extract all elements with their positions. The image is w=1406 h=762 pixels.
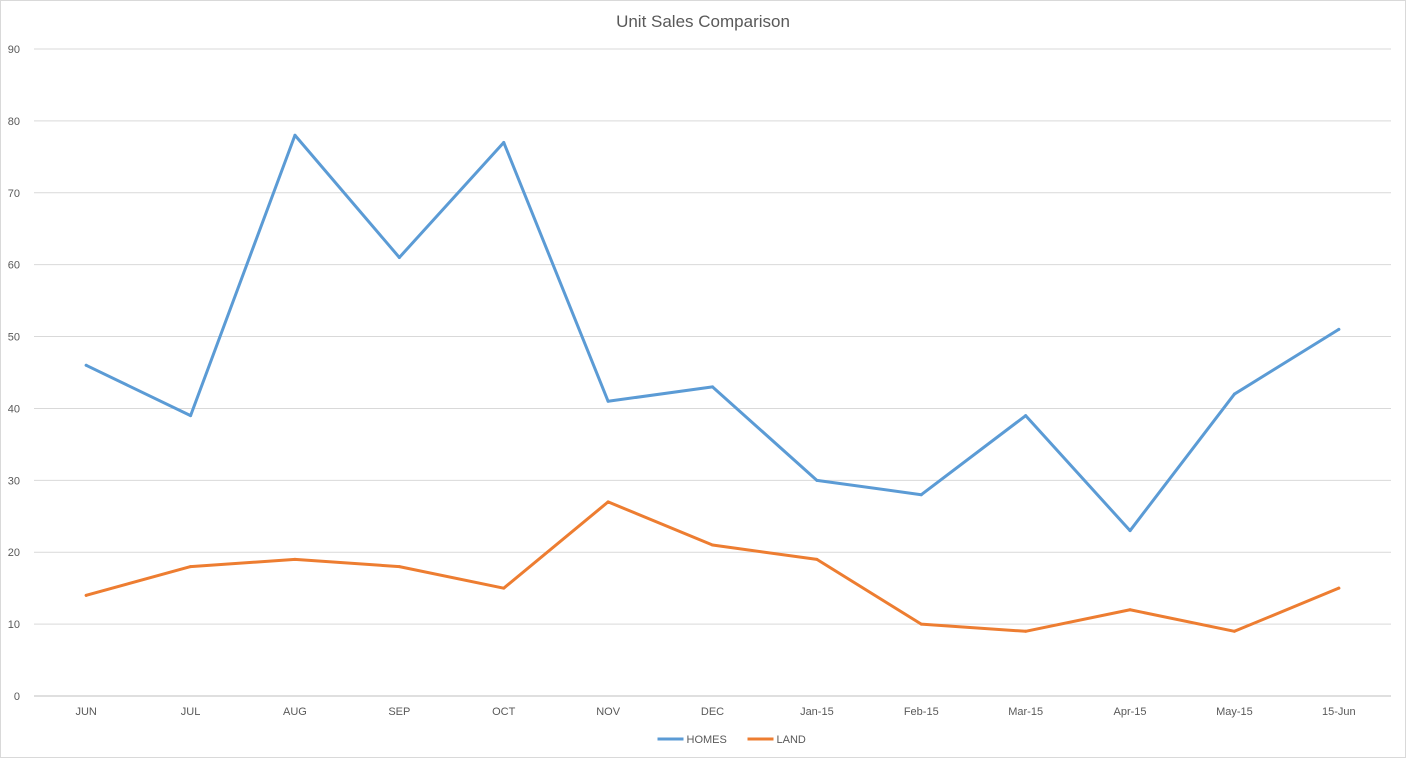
legend[interactable]: HOMES LAND — [657, 734, 806, 746]
x-tick-label: Jan-15 — [800, 706, 834, 718]
x-tick-label: JUL — [181, 706, 201, 718]
x-axis-ticks: JUN JUL AUG SEP OCT NOV DEC Jan-15 Feb-15 Mar-15 A… — [75, 706, 1355, 718]
x-tick-label: Feb-15 — [904, 706, 939, 718]
y-tick-label: 80 — [8, 116, 20, 128]
data-point-homes — [189, 414, 193, 418]
series-line-homes — [84, 133, 1341, 533]
x-tick-label: NOV — [596, 706, 621, 718]
y-tick-label: 60 — [8, 260, 20, 272]
legend-item-land[interactable]: LAND — [747, 734, 806, 746]
data-point-land — [293, 557, 297, 561]
data-point-land — [1024, 629, 1028, 633]
data-point-land — [1337, 586, 1341, 590]
series-lines — [84, 133, 1341, 633]
data-point-homes — [815, 478, 819, 482]
data-point-homes — [919, 493, 923, 497]
x-tick-label: 15-Jun — [1322, 706, 1356, 718]
data-point-land — [1128, 608, 1132, 612]
x-tick-label: Apr-15 — [1114, 706, 1147, 718]
data-point-land — [606, 500, 610, 504]
data-point-homes — [606, 399, 610, 403]
data-point-land — [502, 586, 506, 590]
y-tick-label: 30 — [8, 475, 20, 487]
gridlines — [34, 48, 1391, 697]
data-point-land — [711, 543, 714, 547]
data-point-homes — [397, 255, 401, 259]
data-point-homes — [84, 363, 88, 367]
x-tick-label: May-15 — [1216, 706, 1253, 718]
data-point-land — [1232, 629, 1236, 633]
x-tick-label: Mar-15 — [1008, 706, 1043, 718]
data-point-land — [397, 565, 401, 569]
data-point-land — [815, 557, 819, 561]
data-point-homes — [502, 140, 506, 144]
x-tick-label: OCT — [492, 706, 516, 718]
data-point-homes — [293, 133, 297, 137]
x-tick-label: JUN — [75, 706, 96, 718]
legend-label: LAND — [777, 734, 806, 746]
data-point-land — [919, 622, 923, 626]
x-tick-label: AUG — [283, 706, 307, 718]
chart-title: Unit Sales Comparison — [616, 12, 790, 31]
y-tick-label: 50 — [8, 332, 20, 344]
y-tick-label: 90 — [8, 44, 20, 56]
data-point-homes — [1128, 529, 1132, 533]
y-tick-label: 20 — [8, 547, 20, 559]
y-tick-label: 40 — [8, 403, 20, 415]
series-line-land — [84, 500, 1341, 633]
x-tick-label: SEP — [388, 706, 410, 718]
data-point-homes — [1337, 327, 1341, 331]
y-tick-label: 10 — [8, 619, 20, 631]
data-point-land — [189, 565, 193, 569]
y-tick-label: 70 — [8, 188, 20, 200]
data-point-homes — [711, 385, 714, 389]
legend-item-homes[interactable]: HOMES — [657, 734, 727, 746]
y-tick-label: 0 — [14, 691, 20, 703]
data-point-homes — [1232, 392, 1236, 396]
legend-label: HOMES — [687, 734, 727, 746]
x-tick-label: DEC — [701, 706, 724, 718]
data-point-homes — [1024, 414, 1028, 418]
y-axis-ticks: 0 10 20 30 40 50 60 70 80 90 — [8, 44, 20, 703]
data-point-land — [84, 593, 88, 597]
